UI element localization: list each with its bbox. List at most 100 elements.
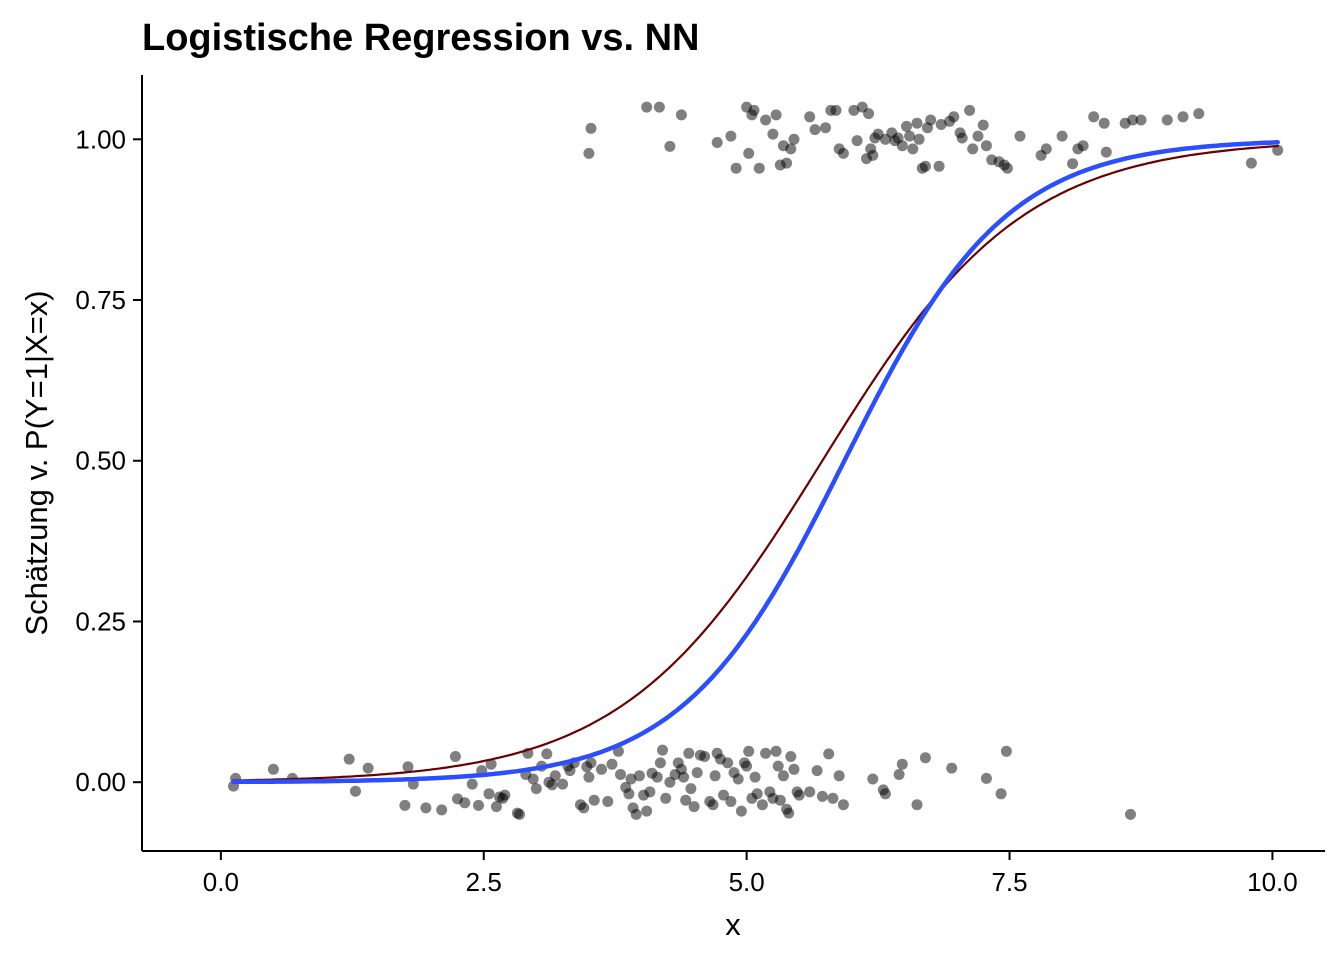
data-point (913, 133, 925, 145)
data-point (1001, 162, 1013, 174)
data-point (691, 767, 703, 779)
data-point (925, 114, 937, 126)
data-point (896, 758, 908, 770)
x-tick-label: 5.0 (729, 867, 765, 897)
data-point (867, 149, 879, 161)
data-point (837, 799, 849, 811)
data-point (725, 796, 737, 807)
y-tick-label: 0.50 (75, 446, 126, 476)
data-point (1088, 111, 1100, 123)
data-point (753, 162, 765, 174)
data-point (781, 157, 793, 169)
data-point (514, 808, 525, 820)
data-point (956, 132, 968, 144)
data-point (1014, 130, 1026, 142)
data-point (1161, 114, 1173, 126)
data-point (760, 747, 772, 759)
data-point (804, 786, 816, 798)
data-point (606, 758, 618, 770)
data-point (1135, 114, 1147, 126)
data-point (678, 771, 690, 783)
data-point (664, 776, 676, 788)
data-point (473, 799, 484, 811)
data-point (625, 773, 637, 785)
data-point (585, 122, 597, 134)
data-point (743, 147, 755, 159)
data-point (770, 109, 782, 121)
y-tick-label: 0.00 (75, 767, 126, 797)
data-point (1098, 117, 1110, 129)
data-point (641, 101, 653, 113)
data-point (583, 771, 595, 783)
data-point (623, 788, 635, 800)
data-point (785, 751, 797, 762)
data-point (767, 128, 779, 140)
data-point (711, 137, 723, 148)
data-point (402, 761, 414, 773)
data-point (688, 801, 700, 813)
chart-title: Logistische Regression vs. NN (142, 17, 700, 59)
data-point (527, 773, 539, 785)
data-point (449, 751, 461, 762)
data-point (948, 111, 960, 123)
data-point (935, 119, 947, 130)
data-point (722, 757, 734, 769)
data-point (602, 796, 614, 807)
data-point (685, 783, 697, 795)
data-point (967, 143, 979, 155)
data-point (1125, 808, 1136, 820)
data-point (630, 808, 642, 820)
x-tick-label: 0.0 (203, 867, 239, 897)
data-point (707, 799, 719, 811)
data-point (718, 789, 729, 801)
data-point (725, 130, 737, 142)
data-point (549, 770, 561, 782)
logistic-regression-curve (232, 144, 1279, 782)
data-point (774, 794, 786, 806)
data-point (901, 120, 912, 132)
data-point (788, 133, 800, 145)
data-point (1272, 144, 1284, 156)
data-point (541, 748, 553, 760)
data-point (743, 745, 755, 757)
data-point (651, 771, 663, 783)
x-tick-label: 7.5 (991, 867, 1027, 897)
data-point (972, 130, 984, 142)
data-point (980, 140, 992, 152)
data-point (879, 788, 891, 800)
data-point (783, 807, 795, 819)
data-point (399, 799, 411, 811)
data-point (588, 794, 600, 806)
y-ticks: 0.00 0.25 0.50 0.75 1.00 (75, 124, 142, 797)
data-point (911, 799, 923, 811)
y-tick-label: 1.00 (75, 124, 126, 154)
data-point (466, 778, 478, 790)
data-point (816, 790, 828, 802)
data-point (748, 104, 760, 116)
data-point (1193, 108, 1205, 120)
data-point (735, 805, 747, 817)
data-point (809, 124, 821, 136)
data-point (995, 788, 1007, 800)
data-point (785, 143, 797, 155)
axes-layer (141, 75, 1325, 852)
data-point (837, 147, 849, 159)
data-point (1245, 157, 1257, 169)
data-point (660, 792, 672, 804)
data-point (804, 111, 816, 123)
data-point (867, 773, 879, 785)
neural-network-curve (231, 140, 1280, 785)
data-point (977, 119, 989, 131)
data-point (732, 773, 744, 785)
data-point (343, 753, 355, 765)
data-point (919, 752, 931, 764)
data-point (350, 785, 361, 797)
data-point (1067, 158, 1079, 170)
data-point (436, 804, 448, 816)
data-point (830, 104, 842, 116)
data-point (499, 789, 511, 801)
data-point (583, 147, 595, 159)
data-point (267, 763, 279, 775)
data-point (1056, 130, 1068, 142)
